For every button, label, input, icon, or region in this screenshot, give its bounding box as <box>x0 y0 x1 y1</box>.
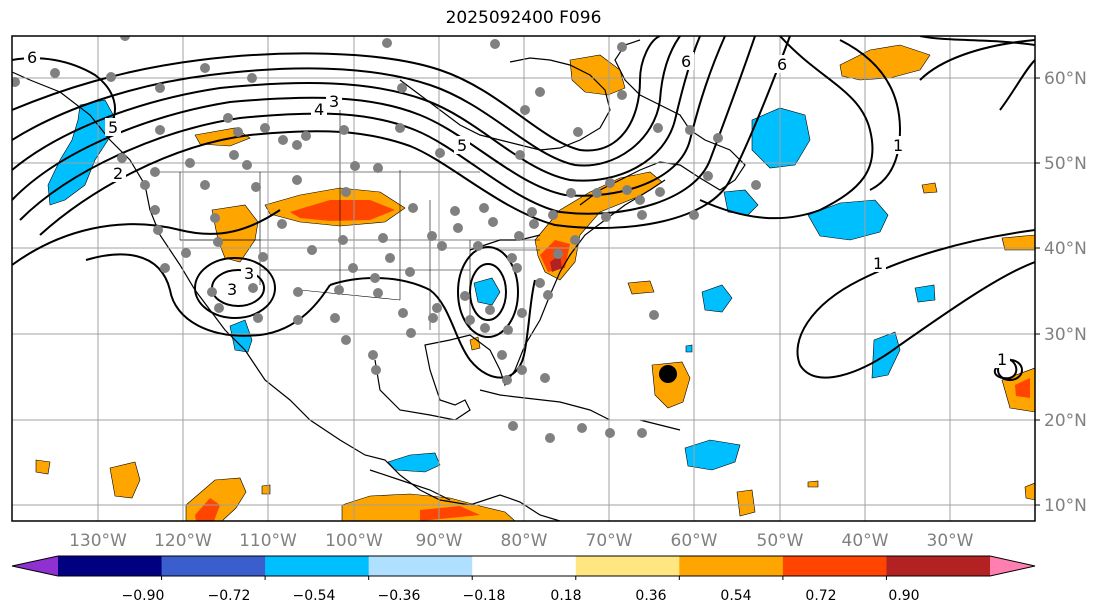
graticule <box>12 36 1035 521</box>
negative-anomaly-shading <box>47 99 936 473</box>
colorbar-bin <box>782 556 887 576</box>
lat-tick-label: 50°N <box>1044 154 1087 174</box>
colorbar-bin <box>472 556 577 576</box>
colorbar-bin <box>161 556 266 576</box>
lon-tick-label: 100°W <box>325 531 383 551</box>
colorbar-extend-min <box>12 556 58 576</box>
lon-tick-label: 120°W <box>154 531 212 551</box>
contour-label: 5 <box>108 118 118 137</box>
map-frame <box>11 35 1036 522</box>
lat-tick-marks <box>1035 77 1040 506</box>
contour-label: 1 <box>873 254 883 273</box>
map-title: 2025092400 F096 <box>445 8 602 28</box>
contour-label: 6 <box>27 48 37 67</box>
contour-label: 1 <box>893 136 903 155</box>
lon-tick-label: 110°W <box>239 531 297 551</box>
colorbar-extend-max <box>990 556 1035 576</box>
contour-label: 6 <box>777 55 787 74</box>
colorbar-bin <box>679 556 784 576</box>
colorbar-bin <box>58 556 163 576</box>
lat-tick-label: 30°N <box>1044 325 1087 345</box>
colorbar-tick-label: −0.18 <box>463 588 506 604</box>
contour-label: 2 <box>113 164 123 183</box>
contour-label: 6 <box>681 52 691 71</box>
contour-label: 3 <box>227 280 237 299</box>
colorbar-tick-label: −0.72 <box>208 588 251 604</box>
colorbar-tick-label: −0.36 <box>378 588 421 604</box>
contour-label: 5 <box>457 136 467 155</box>
colorbar-tick-label: 0.18 <box>550 588 581 604</box>
colorbar-tick-label: 0.36 <box>635 588 666 604</box>
contour-label: 1 <box>997 350 1007 369</box>
lat-tick-label: 60°N <box>1044 69 1087 89</box>
colorbar-tick-label: 0.54 <box>720 588 751 604</box>
contour-label-group: 6 6 6 5 5 4 3 3 2 1 1 1 3 <box>24 48 1010 369</box>
lon-axis-labels: 130°W 120°W 110°W 100°W 90°W 80°W 70°W 6… <box>69 531 974 551</box>
contour-lines <box>12 36 1035 380</box>
contour-label: 3 <box>244 264 254 283</box>
colorbar-tick-label: 0.72 <box>805 588 836 604</box>
lon-tick-label: 70°W <box>586 531 633 551</box>
lon-tick-label: 30°W <box>927 531 974 551</box>
lon-tick-label: 130°W <box>69 531 127 551</box>
lat-axis-labels: 60°N 50°N 40°N 30°N 20°N 10°N <box>1044 69 1087 516</box>
colorbar-tick-label: 0.90 <box>888 588 919 604</box>
station-markers <box>12 36 761 443</box>
colorbar-bin <box>368 556 473 576</box>
contour-label: 4 <box>314 100 324 119</box>
colorbar-tick-labels: −0.90 −0.72 −0.54 −0.36 −0.18 0.18 0.36 … <box>122 588 920 604</box>
lon-tick-label: 40°W <box>842 531 889 551</box>
lon-tick-label: 60°W <box>671 531 718 551</box>
colorbar-bin <box>265 556 370 576</box>
peak-positive-shading <box>550 255 562 272</box>
colorbar-tick-label: −0.90 <box>122 588 165 604</box>
storm-center-marker <box>659 365 677 383</box>
colorbar-tick-label: −0.54 <box>293 588 336 604</box>
lat-tick-label: 20°N <box>1044 411 1087 431</box>
contour-label: 3 <box>329 92 339 111</box>
colorbar-bin <box>575 556 680 576</box>
lat-tick-label: 40°N <box>1044 239 1087 259</box>
lon-tick-label: 80°W <box>501 531 548 551</box>
closed-contours <box>194 246 1023 381</box>
lon-tick-label: 90°W <box>416 531 463 551</box>
colorbar-bin <box>886 556 991 576</box>
colorbar <box>11 555 1036 580</box>
colorbar-outline <box>11 555 1036 577</box>
lat-tick-label: 10°N <box>1044 496 1087 516</box>
lon-tick-label: 50°W <box>757 531 804 551</box>
